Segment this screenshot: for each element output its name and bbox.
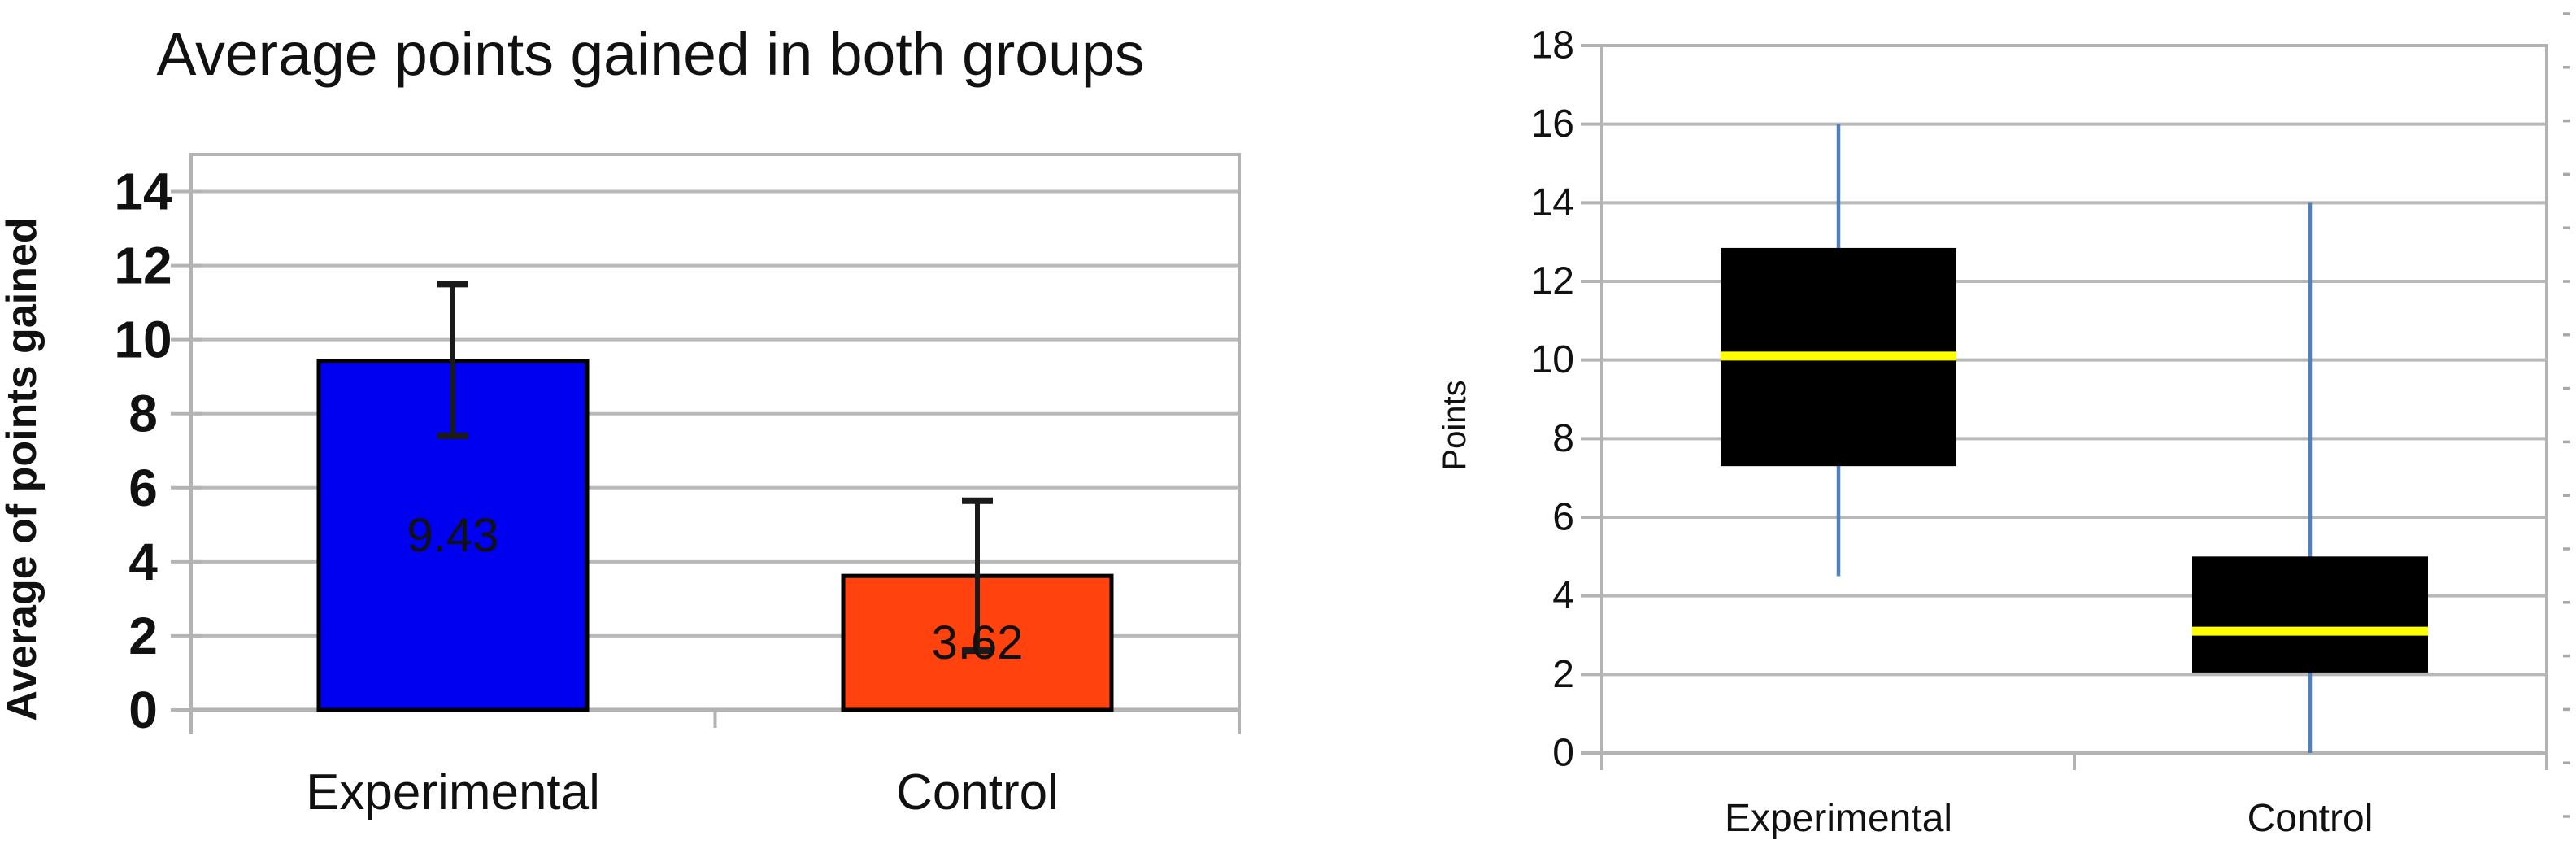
bar-chart-category-labels: Experimental Control xyxy=(306,764,1059,821)
y-tick-label: 8 xyxy=(1552,417,1574,460)
y-tick-label: 10 xyxy=(1531,338,1574,381)
y-tick-label: 2 xyxy=(1552,653,1574,696)
y-tick-label: 2 xyxy=(128,607,158,665)
y-tick-label: 10 xyxy=(114,311,172,369)
y-tick-label: 12 xyxy=(114,237,172,295)
bar-value-label: 9.43 xyxy=(407,509,499,562)
x-category-label: Control xyxy=(896,764,1059,821)
box-plot-chart: 0 2 4 6 8 10 12 14 16 18 Experimental Control Poin… xyxy=(1437,12,2570,840)
y-tick-label: 6 xyxy=(128,459,158,517)
box-plot-y-ticks: 0 2 4 6 8 10 12 14 16 18 xyxy=(1531,24,1602,775)
box-plot-boxes xyxy=(1721,124,2428,753)
x-category-label: Control xyxy=(2247,797,2374,840)
y-tick-label: 14 xyxy=(1531,181,1574,224)
box-plot-plot-border xyxy=(1600,44,2548,770)
y-tick-label: 0 xyxy=(128,681,158,739)
y-tick-label: 14 xyxy=(114,163,172,221)
y-tick-label: 16 xyxy=(1531,102,1574,146)
bar-chart: 0 2 4 6 8 10 12 14 9.43 3.62 Experimental Control… xyxy=(0,20,1241,821)
y-tick-label: 18 xyxy=(1531,24,1574,67)
box-plot-plot: 0 2 4 6 8 10 12 14 16 18 Experimental Control xyxy=(1531,12,2570,840)
y-tick-label: 0 xyxy=(1552,732,1574,775)
bar-chart-y-ticks: 0 2 4 6 8 10 12 14 xyxy=(114,163,202,739)
bar-chart-plot-border xyxy=(189,153,1241,734)
box-plot-y-axis-title: Points xyxy=(1437,380,1473,470)
bar-chart-error-bars xyxy=(437,281,993,655)
y-tick-label: 6 xyxy=(1552,496,1574,539)
bar-chart-plot: 0 2 4 6 8 10 12 14 9.43 3.62 Experimental Control xyxy=(114,153,1241,821)
x-category-label: Experimental xyxy=(306,764,600,821)
x-category-label: Experimental xyxy=(1725,797,1952,840)
y-tick-label: 8 xyxy=(128,385,158,443)
bar-chart-value-labels: 9.43 3.62 xyxy=(407,509,1024,669)
box-control xyxy=(2192,556,2428,673)
box-plot-category-labels: Experimental Control xyxy=(1725,797,2373,840)
bar-chart-y-axis-title: Average of points gained xyxy=(0,217,46,721)
y-tick-label: 12 xyxy=(1531,260,1574,303)
bar-chart-title: Average points gained in both groups xyxy=(157,20,1145,88)
edge-minor-ticks xyxy=(2563,12,2570,818)
y-tick-label: 4 xyxy=(128,533,158,591)
bar-value-label: 3.62 xyxy=(932,616,1024,669)
y-tick-label: 4 xyxy=(1552,574,1574,617)
